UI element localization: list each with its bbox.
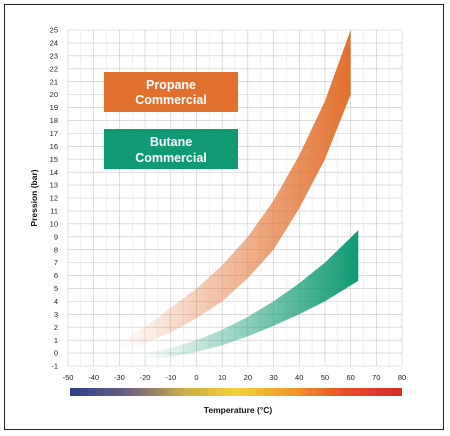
y-tick-label: 21 xyxy=(50,77,58,86)
legend-butane: Butane Commercial xyxy=(104,129,238,169)
y-tick-label: 0 xyxy=(54,349,58,358)
y-tick-label: 2 xyxy=(54,323,58,332)
x-tick-label: -30 xyxy=(114,373,125,382)
legend-butane-line2: Commercial xyxy=(135,151,207,165)
y-tick-label: 17 xyxy=(50,129,58,138)
x-tick-label: 0 xyxy=(194,373,198,382)
x-tick-label: 80 xyxy=(398,373,406,382)
y-tick-label: 24 xyxy=(50,39,58,48)
y-axis-title: Pression (bar) xyxy=(29,169,39,226)
x-tick-label: 60 xyxy=(346,373,354,382)
legend-propane-box xyxy=(104,72,238,112)
y-tick-labels: -101234567891011121314151617181920212223… xyxy=(50,26,58,371)
y-tick-label: 9 xyxy=(54,232,58,241)
y-tick-label: 6 xyxy=(54,271,58,280)
legend-butane-box xyxy=(104,129,238,169)
y-tick-label: 3 xyxy=(54,310,58,319)
y-tick-label: 5 xyxy=(54,284,58,293)
y-tick-label: 14 xyxy=(50,168,58,177)
x-axis-title: Temperature (°C) xyxy=(204,405,273,415)
x-tick-label: 70 xyxy=(372,373,380,382)
x-tick-label: -50 xyxy=(63,373,74,382)
series-area-1 xyxy=(145,230,359,360)
x-tick-label: -40 xyxy=(88,373,99,382)
y-tick-label: 23 xyxy=(50,51,58,60)
y-tick-label: 12 xyxy=(50,194,58,203)
x-tick-labels: -50 -40 -30 -20 -10 0 10 20 30 40 50 60 70 80 xyxy=(63,373,407,382)
x-tick-label: -10 xyxy=(165,373,176,382)
y-tick-label: 4 xyxy=(54,297,58,306)
legend-propane-line1: Propane xyxy=(146,78,196,92)
y-tick-label: 11 xyxy=(50,207,58,216)
legend-propane-line2: Commercial xyxy=(135,93,207,107)
x-tick-label: -20 xyxy=(140,373,151,382)
y-tick-label: 8 xyxy=(54,245,58,254)
y-tick-label: 10 xyxy=(50,219,58,228)
y-tick-label: 22 xyxy=(50,64,58,73)
x-tick-label: 20 xyxy=(244,373,252,382)
legend-propane: Propane Commercial xyxy=(104,72,238,112)
x-tick-label: 40 xyxy=(295,373,303,382)
y-tick-label: -1 xyxy=(51,362,58,371)
y-tick-label: 20 xyxy=(50,90,58,99)
y-tick-label: 25 xyxy=(50,26,58,35)
y-tick-label: 7 xyxy=(54,258,58,267)
legend-butane-line1: Butane xyxy=(150,135,192,149)
x-tick-label: 10 xyxy=(218,373,226,382)
y-tick-label: 19 xyxy=(50,103,58,112)
series-area-0 xyxy=(119,30,351,351)
y-tick-label: 16 xyxy=(50,142,58,151)
x-tick-label: 50 xyxy=(321,373,329,382)
y-tick-label: 1 xyxy=(54,336,58,345)
x-tick-label: 30 xyxy=(269,373,277,382)
y-tick-label: 18 xyxy=(50,116,58,125)
y-tick-label: 13 xyxy=(50,181,58,190)
y-tick-label: 15 xyxy=(50,155,58,164)
temperature-colorbar xyxy=(70,388,402,396)
series-areas xyxy=(119,30,359,360)
